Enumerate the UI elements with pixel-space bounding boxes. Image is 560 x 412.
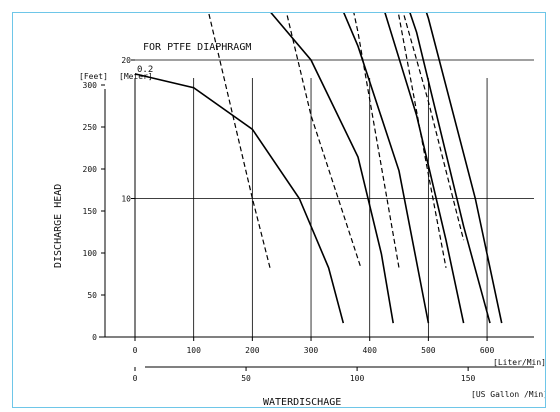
y-meter-tick-label: 20 <box>121 56 131 65</box>
pressure-curve-3 <box>343 13 430 324</box>
y-meter-tick-label: 10 <box>121 195 131 204</box>
y-axis-title: DISCHARGE HEAD <box>53 184 64 268</box>
air-curve-2 <box>353 13 400 268</box>
pressure-curve-0 <box>425 13 503 324</box>
x-liter-tick-label: 400 <box>362 346 377 355</box>
y-feet-tick-label: 150 <box>83 207 98 216</box>
y-meter-unit: [Meter] <box>119 72 153 81</box>
y-feet-tick-label: 250 <box>83 123 98 132</box>
air-curve-3 <box>397 13 447 268</box>
y-feet-unit: [Feet] <box>79 72 108 81</box>
x-gallon-tick-label: 150 <box>461 374 476 383</box>
x-liter-tick-label: 600 <box>480 346 495 355</box>
air-curve-0 <box>208 13 271 268</box>
x-gallon-tick-label: 100 <box>350 374 365 383</box>
tick-labels: 0501001502002503001020304050607080010020… <box>83 56 495 383</box>
pressure-curve-2 <box>384 13 465 324</box>
chart-svg: FOR PTFE DIAPHRAGM [Feet] [Meter] [Liter… <box>53 13 545 407</box>
x-axis-title: WATERDISCHAGE <box>263 397 341 407</box>
pressure-curve-1 <box>409 13 491 324</box>
series-labels: 0.7 MPa0.60.50.40.30.21000 L/min(ANR)200… <box>137 65 153 75</box>
grid <box>135 59 534 337</box>
x-liter-tick-label: 200 <box>245 346 260 355</box>
y-feet-tick-label: 0 <box>92 333 97 342</box>
y-feet-tick-label: 200 <box>83 165 98 174</box>
x-liter-tick-label: 100 <box>186 346 201 355</box>
x-gallon-unit: [US Gallon /Min] <box>471 390 545 399</box>
pressure-curve-4 <box>270 13 394 324</box>
pressure-label-5: 0.2 <box>137 65 153 75</box>
x-liter-tick-label: 0 <box>133 346 138 355</box>
y-feet-tick-label: 100 <box>83 249 98 258</box>
x-liter-tick-label: 300 <box>304 346 319 355</box>
y-feet-tick-label: 300 <box>83 81 98 90</box>
air-curve-4 <box>402 13 465 241</box>
x-gallon-tick-label: 0 <box>133 374 138 383</box>
x-liter-tick-label: 500 <box>421 346 436 355</box>
chart-title: FOR PTFE DIAPHRAGM <box>143 42 251 53</box>
data-series <box>134 13 503 324</box>
chart-frame: FOR PTFE DIAPHRAGM [Feet] [Meter] [Liter… <box>12 12 546 408</box>
air-curve-1 <box>285 13 362 268</box>
pressure-curve-5 <box>134 73 345 324</box>
x-liter-unit: [Liter/Min] <box>493 358 545 367</box>
axes <box>99 78 534 368</box>
y-feet-tick-label: 50 <box>87 291 97 300</box>
x-gallon-tick-label: 50 <box>241 374 251 383</box>
